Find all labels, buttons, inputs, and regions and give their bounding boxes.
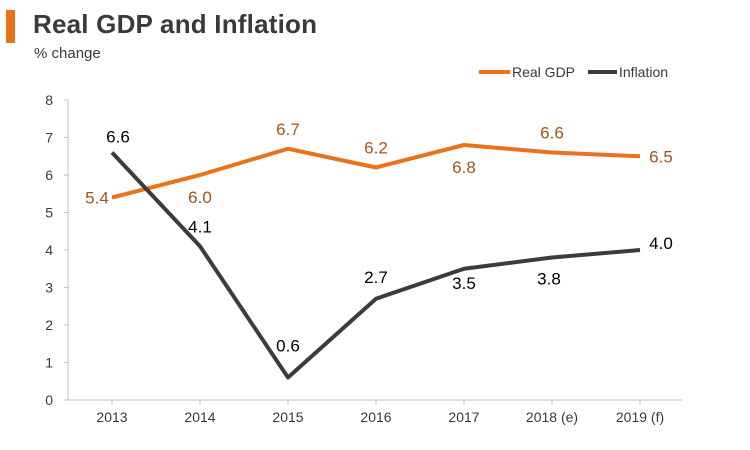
data-label-real-gdp: 6.8 <box>452 158 476 177</box>
x-tick-label: 2018 (e) <box>526 409 578 425</box>
y-tick-label: 0 <box>45 392 53 408</box>
y-tick-label: 3 <box>45 280 53 296</box>
data-label-inflation: 0.6 <box>276 337 300 356</box>
series-line-inflation <box>110 151 641 380</box>
y-tick-label: 1 <box>45 355 53 371</box>
y-tick-label: 7 <box>45 130 53 146</box>
data-label-inflation: 6.6 <box>106 128 130 147</box>
x-tick-label: 2013 <box>96 409 127 425</box>
chart-title: Real GDP and Inflation <box>33 9 318 39</box>
y-tick-label: 6 <box>45 167 53 183</box>
data-label-real-gdp: 6.7 <box>276 120 300 139</box>
legend-label-real-gdp: Real GDP <box>512 64 575 80</box>
data-label-real-gdp: 6.0 <box>188 188 212 207</box>
x-tick-label: 2016 <box>360 409 391 425</box>
data-label-inflation: 2.7 <box>364 268 388 287</box>
data-label-real-gdp: 5.4 <box>85 189 109 208</box>
data-label-inflation: 4.0 <box>649 234 673 253</box>
title-accent-bar <box>6 10 15 43</box>
data-label-inflation: 3.5 <box>452 274 476 293</box>
x-tick-label: 2015 <box>272 409 303 425</box>
x-tick-label: 2019 (f) <box>616 409 664 425</box>
series-line-real-gdp <box>111 143 641 200</box>
y-tick-label: 4 <box>45 242 53 258</box>
data-label-real-gdp: 6.2 <box>364 139 388 158</box>
data-label-real-gdp: 6.6 <box>540 124 564 143</box>
data-label-inflation: 3.8 <box>537 270 561 289</box>
legend: Real GDP Inflation <box>479 64 668 80</box>
x-tick-label: 2017 <box>448 409 479 425</box>
y-tick-label: 2 <box>45 317 53 333</box>
x-tick-label: 2014 <box>184 409 215 425</box>
data-label-inflation: 4.1 <box>188 217 212 236</box>
data-label-real-gdp: 6.5 <box>649 147 673 166</box>
y-tick-label: 8 <box>45 92 53 108</box>
y-tick-label: 5 <box>45 205 53 221</box>
legend-label-inflation: Inflation <box>619 64 668 80</box>
y-axis-unit-label: % change <box>34 45 101 62</box>
